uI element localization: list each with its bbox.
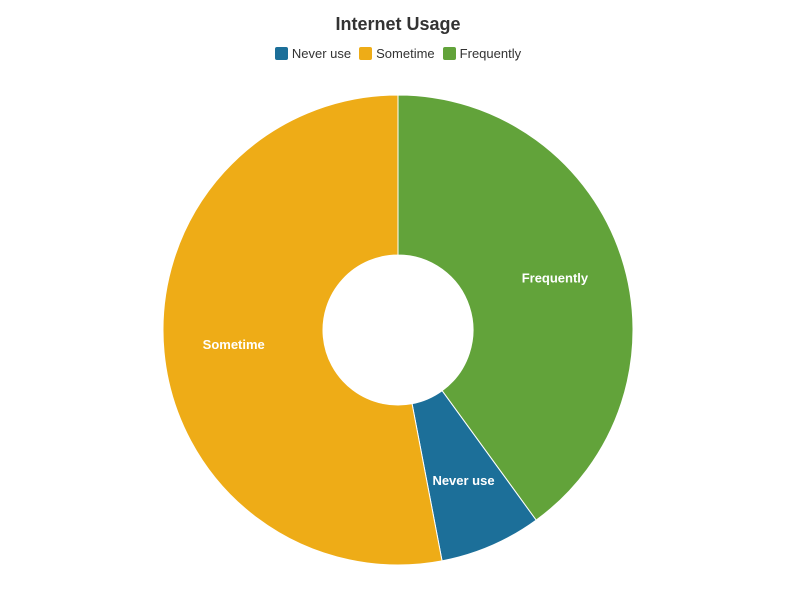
legend-label: Frequently [460, 46, 521, 61]
legend-swatch [359, 47, 372, 60]
legend-swatch [275, 47, 288, 60]
legend-label: Never use [292, 46, 351, 61]
legend-item[interactable]: Frequently [443, 46, 521, 61]
donut-plot: Frequently Never use Sometime [0, 70, 796, 590]
slice-label: Sometime [203, 337, 265, 352]
legend-item[interactable]: Sometime [359, 46, 435, 61]
chart-container: Internet Usage Never useSometimeFrequent… [0, 0, 796, 590]
legend-label: Sometime [376, 46, 435, 61]
legend-swatch [443, 47, 456, 60]
slice-label: Never use [432, 473, 494, 488]
chart-legend: Never use Sometime Frequently [0, 46, 796, 63]
legend-item[interactable]: Never use [275, 46, 351, 61]
slice-label: Frequently [522, 270, 589, 285]
chart-title: Internet Usage [0, 14, 796, 35]
